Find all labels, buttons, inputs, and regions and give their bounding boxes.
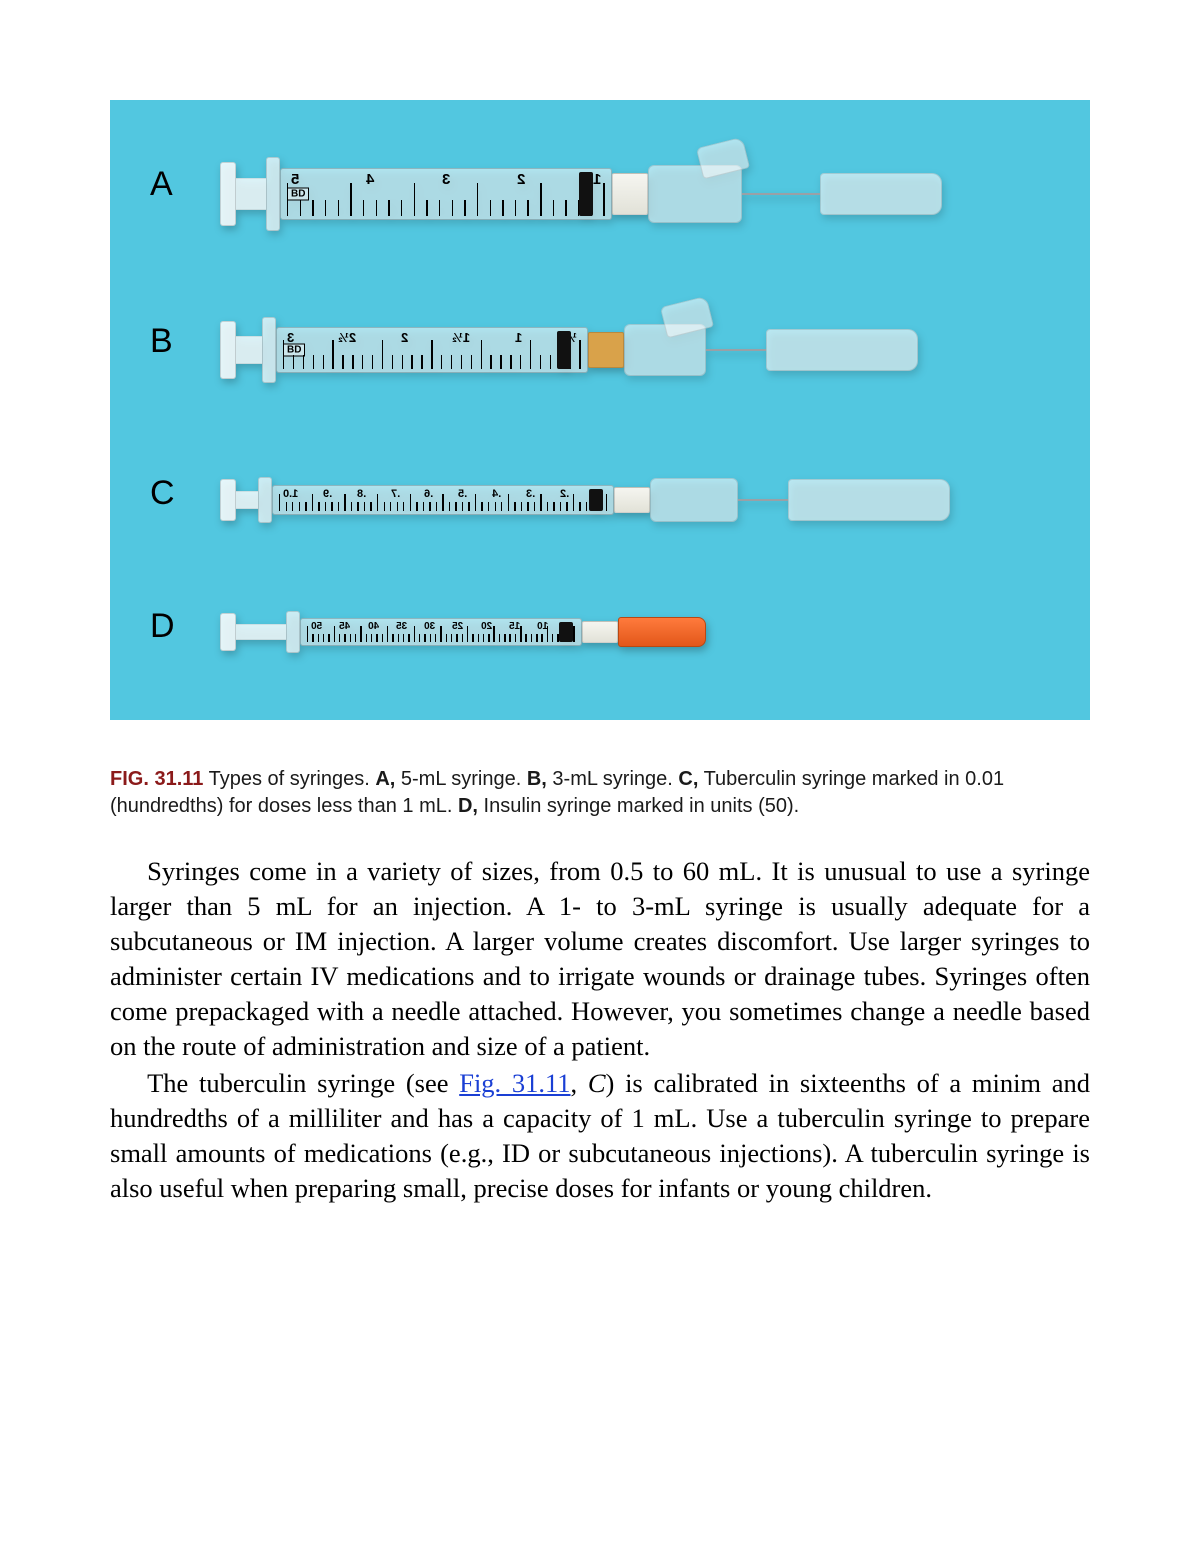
document-page: A BD54321 B BD32½21½1½ C 1.0.9.8.7.6.5.4.3.2.…: [0, 0, 1200, 1288]
plunger-gasket: [589, 489, 603, 511]
syringe-label-a: A: [150, 165, 173, 204]
paragraph: Syringes come in a variety of sizes, fro…: [110, 854, 1090, 1064]
syringe-barrel: 5045403530252015105: [300, 618, 582, 646]
caption-part-text: 5-mL syringe.: [395, 768, 527, 790]
caption-part-letter: B,: [527, 768, 547, 790]
syringe-barrel: BD54321: [280, 168, 612, 220]
needle: [706, 349, 766, 351]
syringe-barrel: BD32½21½1½: [276, 327, 588, 373]
caption-part-text: 3-mL syringe.: [547, 768, 679, 790]
text-run: ,: [571, 1068, 588, 1098]
graduation-numbers: 5045403530252015105: [301, 621, 581, 632]
syringe-d: 5045403530252015105: [220, 612, 706, 652]
plunger-gasket: [559, 622, 573, 642]
figure-link[interactable]: Fig. 31.11: [459, 1068, 570, 1098]
needle-cap: [766, 329, 918, 371]
needle-hub: [588, 332, 624, 368]
plunger-shaft: [236, 624, 286, 640]
syringe-label-d: D: [150, 607, 175, 646]
barrel-flange: [262, 317, 276, 383]
plunger-flange: [220, 613, 236, 651]
graduation-numbers: 32½21½1½: [277, 330, 587, 345]
plunger-flange: [220, 321, 236, 379]
plunger-shaft: [236, 491, 258, 509]
graduation-numbers: 54321: [281, 171, 611, 188]
paragraph: The tuberculin syringe (see Fig. 31.11, …: [110, 1066, 1090, 1206]
text-run: The tuberculin syringe (see: [147, 1068, 459, 1098]
body-text: Syringes come in a variety of sizes, fro…: [110, 854, 1090, 1206]
figure-caption: FIG. 31.11 Types of syringes. A, 5-mL sy…: [110, 766, 1090, 820]
caption-part-letter: C,: [678, 768, 698, 790]
safety-shield: [648, 165, 742, 223]
plunger-shaft: [236, 178, 266, 210]
needle-hub: [582, 621, 618, 643]
syringe-a: BD54321: [220, 158, 942, 230]
plunger-gasket: [579, 172, 593, 216]
text-run: Syringes come in a variety of sizes, fro…: [110, 856, 1090, 1061]
syringe-c: 1.0.9.8.7.6.5.4.3.2.1: [220, 478, 950, 522]
barrel-flange: [266, 157, 280, 231]
syringe-b: BD32½21½1½: [220, 318, 918, 382]
caption-part-text: Insulin syringe marked in units (50).: [478, 795, 799, 817]
plunger-shaft: [236, 336, 262, 364]
graduation-numbers: 1.0.9.8.7.6.5.4.3.2.1: [273, 488, 613, 500]
syringe-barrel: 1.0.9.8.7.6.5.4.3.2.1: [272, 485, 614, 515]
caption-intro: Types of syringes.: [203, 768, 375, 790]
safety-shield: [624, 324, 706, 376]
plunger-gasket: [557, 331, 571, 369]
needle-cap: [820, 173, 942, 215]
plunger-flange: [220, 162, 236, 226]
needle-hub: [612, 173, 648, 215]
needle-cap: [618, 617, 706, 647]
barrel-flange: [258, 477, 272, 523]
plunger-flange: [220, 479, 236, 521]
needle-hub: [614, 487, 650, 513]
caption-part-letter: A,: [375, 768, 395, 790]
needle-cap: [788, 479, 950, 521]
figure-number: FIG. 31.11: [110, 768, 203, 790]
needle: [738, 499, 788, 501]
needle: [742, 193, 820, 195]
caption-part-letter: D,: [458, 795, 478, 817]
barrel-flange: [286, 611, 300, 653]
safety-shield: [650, 478, 738, 522]
figure-31-11: A BD54321 B BD32½21½1½ C 1.0.9.8.7.6.5.4.3.2.…: [110, 100, 1090, 720]
italic-text: C: [588, 1068, 606, 1098]
syringe-label-c: C: [150, 474, 175, 513]
syringe-label-b: B: [150, 322, 173, 361]
